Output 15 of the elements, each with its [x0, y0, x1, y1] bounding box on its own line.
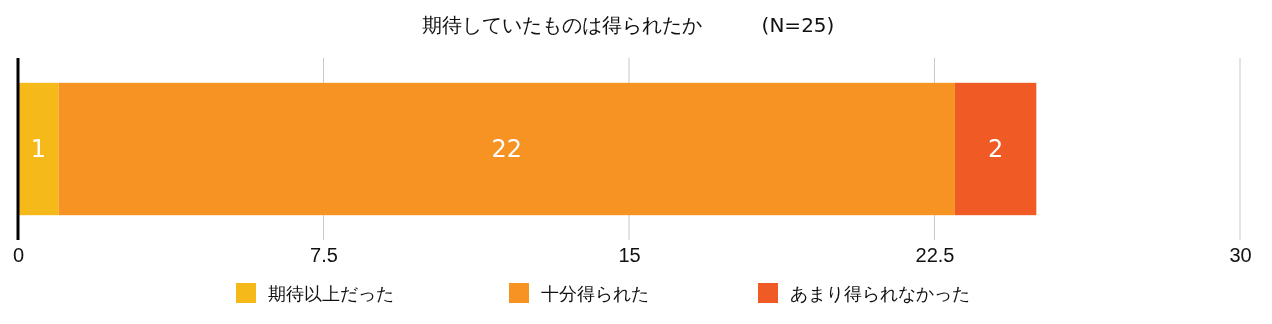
x-tick-label: 22.5	[915, 244, 955, 267]
data-label: 2	[987, 135, 1004, 164]
x-tick-label: 15	[618, 244, 641, 267]
bar	[18, 82, 59, 216]
legend-label: あまり得られなかった	[790, 283, 970, 304]
x-tick-label: 30	[1229, 244, 1252, 267]
bar	[58, 82, 955, 216]
legend-label: 十分得られた	[541, 283, 649, 304]
data-label: 22	[491, 135, 523, 164]
x-tick-label: 0	[12, 244, 25, 267]
chart-title: 期待していたものは得られたか (N=25)	[421, 13, 835, 37]
data-label: 1	[30, 135, 47, 164]
x-tick-label: 7.5	[310, 244, 338, 267]
bar	[954, 82, 1037, 216]
legend-label: 期待以上だった	[268, 283, 394, 304]
